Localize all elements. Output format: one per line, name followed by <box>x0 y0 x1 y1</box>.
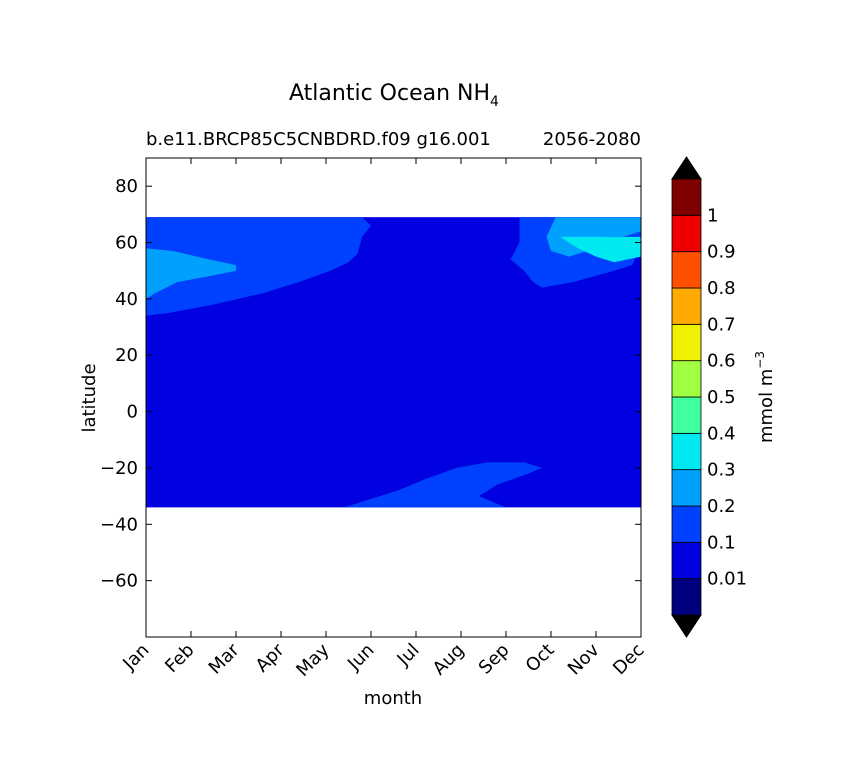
x-tick-label: Sep <box>475 640 514 679</box>
x-axis-label: month <box>364 688 422 709</box>
chart-subtitle-left: b.e11.BRCP85C5CNBDRD.f09 g16.001 <box>146 129 491 150</box>
colorbar-label: mmol m−3 <box>753 351 777 443</box>
colorbar-extend-top <box>671 156 702 180</box>
x-tick-label: Feb <box>161 640 198 677</box>
x-tick-label: Jul <box>393 640 424 671</box>
y-tick-label: 80 <box>115 176 138 197</box>
x-tick-label: Jan <box>118 640 153 675</box>
x-tick-label: Aug <box>429 640 469 680</box>
colorbar-segment <box>671 505 702 543</box>
y-tick-label: −60 <box>100 571 138 592</box>
region-west-north <box>146 248 236 299</box>
region-south-band <box>344 462 542 508</box>
colorbar-tick-label: 0.5 <box>707 387 736 408</box>
x-tick-label: Jun <box>343 640 378 675</box>
y-tick-label: −40 <box>100 514 138 535</box>
x-tick-label: Nov <box>564 639 604 679</box>
x-tick-label: Apr <box>252 639 289 676</box>
colorbar-segment <box>671 578 702 616</box>
x-tick-label: Dec <box>609 640 648 679</box>
colorbar-segment <box>671 396 702 434</box>
colorbar-tick-label: 0.8 <box>707 278 736 299</box>
colorbar: 1 0.9 0.8 0.7 0.6 0.5 0.4 0.3 0.2 0.1 0.01 <box>671 156 747 638</box>
plot-area <box>146 217 641 508</box>
colorbar-segment <box>671 541 702 580</box>
colorbar-tick-label: 0.7 <box>707 314 736 335</box>
colorbar-tick-label: 0.1 <box>707 532 736 553</box>
colorbar-tick-label: 0.9 <box>707 242 736 263</box>
colorbar-segment <box>671 251 702 289</box>
colorbar-segment <box>671 360 702 398</box>
plot-frame <box>145 157 642 638</box>
x-tick-label: Oct <box>522 640 559 677</box>
colorbar-tick-label: 1 <box>707 205 718 226</box>
colorbar-tick-label: 0.01 <box>707 569 747 590</box>
colorbar-segment <box>671 469 702 507</box>
y-axis-label: latitude <box>79 363 100 432</box>
y-axis: 80 60 40 20 0 −20 −40 −60 <box>100 176 641 592</box>
colorbar-segment <box>671 287 702 325</box>
x-tick-label: May <box>292 639 333 680</box>
region-east-north-peak <box>560 236 641 263</box>
colorbar-tick-label: 0.3 <box>707 460 736 481</box>
chart-title: Atlantic Ocean NH4 <box>289 81 499 110</box>
colorbar-segment <box>671 432 702 471</box>
y-tick-label: 60 <box>115 233 138 254</box>
region-north-band <box>146 217 371 316</box>
colorbar-tick-label: 0.2 <box>707 496 736 517</box>
y-tick-label: 0 <box>127 402 138 423</box>
colorbar-segment <box>671 323 702 362</box>
colorbar-tick-label: 0.4 <box>707 423 736 444</box>
colorbar-segment <box>671 214 702 253</box>
colorbar-tick-label: 0.6 <box>707 351 736 372</box>
colorbar-extend-bottom <box>671 614 702 638</box>
x-tick-label: Mar <box>205 639 244 678</box>
chart-subtitle-right: 2056-2080 <box>543 129 641 150</box>
y-tick-label: 40 <box>115 289 138 310</box>
colorbar-segment <box>671 178 702 216</box>
y-tick-label: 20 <box>115 345 138 366</box>
y-tick-label: −20 <box>100 458 138 479</box>
